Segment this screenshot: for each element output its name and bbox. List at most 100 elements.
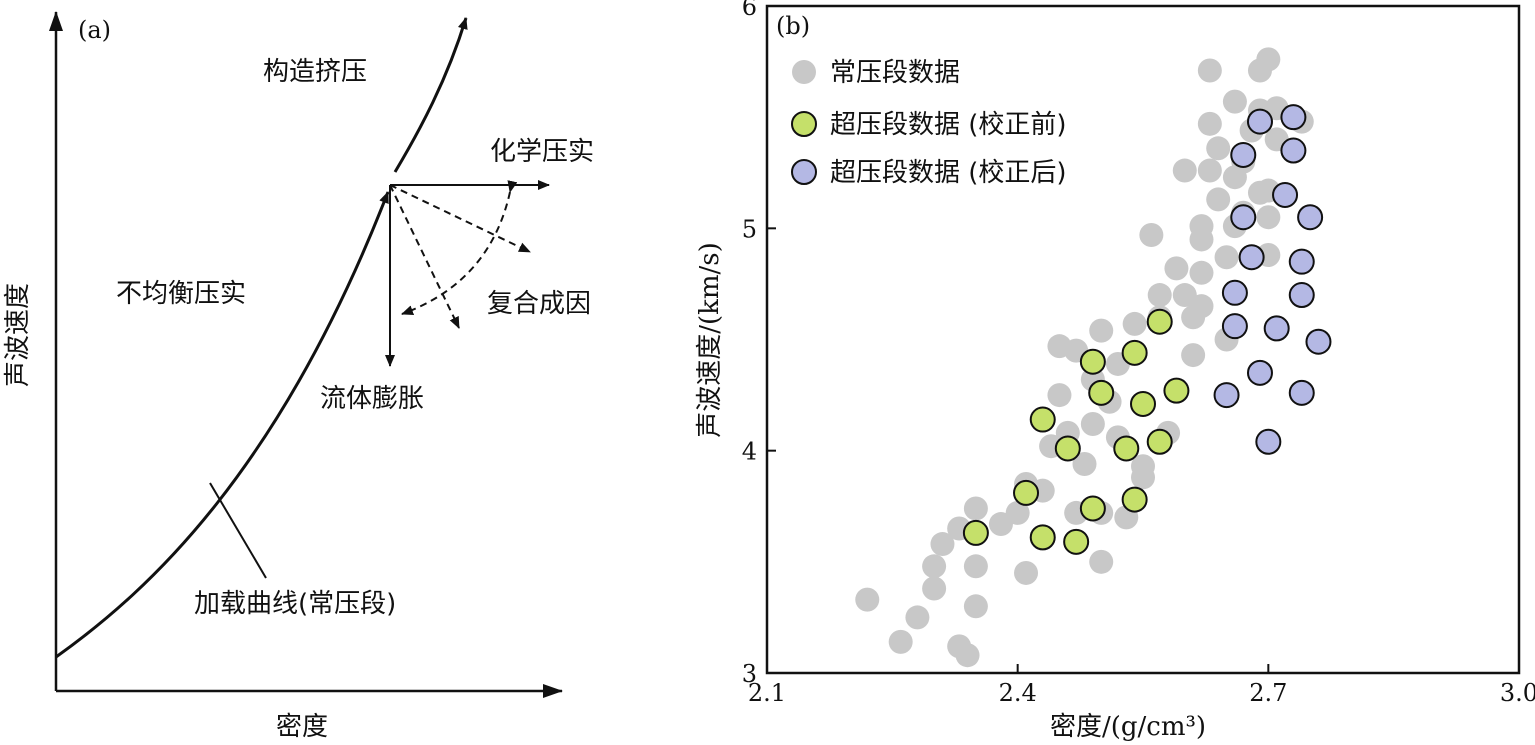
series-1 xyxy=(962,308,1190,555)
series-0-point-1 xyxy=(888,629,913,654)
series-0-point-55 xyxy=(1214,245,1239,270)
label-chemical-compaction: 化学压实 xyxy=(490,137,594,167)
label-fluid-expansion: 流体膨胀 xyxy=(320,384,424,414)
y-tick-label-2: 5 xyxy=(742,215,757,243)
series-0-point-43 xyxy=(1181,343,1206,368)
series-0-point-46 xyxy=(1189,260,1214,285)
series-0-point-52 xyxy=(1206,187,1231,212)
series-1-point-10 xyxy=(1121,339,1148,366)
label-composite-origin: 复合成因 xyxy=(487,289,591,319)
series-2-point-2 xyxy=(1221,279,1248,306)
panel-a-tag: (a) xyxy=(78,16,111,44)
legend-marker-0 xyxy=(792,60,816,84)
legend-item-2: 超压段数据 (校正后) xyxy=(791,158,1067,188)
series-0-point-14 xyxy=(1014,560,1039,585)
series-0-point-5 xyxy=(930,532,955,557)
panel-a-schematic: (a) 密度 声波速度 构造挤压 化学压实 不均衡压实 复合成因 流体膨胀 加载… xyxy=(3,11,594,742)
series-1-point-7 xyxy=(1079,495,1106,522)
legend-item-0: 常压段数据 xyxy=(792,58,960,88)
series-1-point-5 xyxy=(1063,528,1090,555)
series-0-point-50 xyxy=(1197,111,1222,136)
series-0-point-2 xyxy=(905,605,930,630)
label-loading-curve: 加载曲线(常压段) xyxy=(194,589,396,619)
series-2-point-12 xyxy=(1280,137,1307,164)
legend-label-1: 超压段数据 (校正前) xyxy=(830,110,1067,140)
series-0-point-13 xyxy=(1005,500,1030,525)
series-0-point-65 xyxy=(1256,205,1281,230)
panel-a-ylabel: 声波速度 xyxy=(3,283,33,387)
loading-curve-leader xyxy=(209,482,267,579)
x-tick-label-3: 3.0 xyxy=(1500,679,1535,707)
series-2-point-6 xyxy=(1246,108,1273,135)
series-0-point-51 xyxy=(1197,58,1222,83)
series-0-point-67 xyxy=(1256,47,1281,72)
series-2-point-7 xyxy=(1246,359,1273,386)
series-0-point-33 xyxy=(1122,311,1147,336)
series-2-point-9 xyxy=(1263,315,1290,342)
series-2-point-17 xyxy=(1305,328,1332,355)
series-1-point-4 xyxy=(1054,435,1081,462)
series-1-point-0 xyxy=(962,519,989,546)
series-0-point-45 xyxy=(1189,294,1214,319)
series-1-point-1 xyxy=(1013,479,1040,506)
series-0-point-28 xyxy=(1089,549,1114,574)
series-0-point-58 xyxy=(1222,89,1247,114)
series-0-point-3 xyxy=(922,576,947,601)
series-2-point-16 xyxy=(1297,204,1324,231)
series-1-point-13 xyxy=(1146,308,1173,335)
series-1-point-3 xyxy=(1029,524,1056,551)
y-axis-title: 声波速度/(km/s) xyxy=(695,242,725,438)
series-1-point-15 xyxy=(1163,377,1190,404)
series-0-point-9 xyxy=(963,594,988,619)
x-tick-label-0: 2.1 xyxy=(748,679,786,707)
label-tectonic-compression: 构造挤压 xyxy=(263,57,367,87)
composite-arc-arrow-3 xyxy=(401,180,518,315)
series-0-point-40 xyxy=(1164,256,1189,281)
series-2-point-11 xyxy=(1280,104,1307,131)
series-0-point-38 xyxy=(1147,283,1172,308)
series-0-point-23 xyxy=(1072,452,1097,477)
series-2-point-4 xyxy=(1230,141,1257,168)
series-0-point-10 xyxy=(963,554,988,579)
series-2-point-13 xyxy=(1288,248,1315,275)
series-2-point-3 xyxy=(1230,204,1257,231)
series-0-point-53 xyxy=(1206,136,1231,161)
x-tick-label-1: 2.4 xyxy=(999,679,1037,707)
series-2-point-14 xyxy=(1288,282,1315,309)
series-2-point-10 xyxy=(1272,181,1299,208)
series-0-point-42 xyxy=(1172,158,1197,183)
legend-label-2: 超压段数据 (校正后) xyxy=(830,158,1067,188)
ticks-layer: 2.1 2.4 2.7 3.0 3 4 5 6 xyxy=(742,0,1535,707)
tectonic-compression-curve xyxy=(393,17,468,173)
x-axis-title: 密度/(g/cm³) xyxy=(1050,712,1206,742)
series-0-point-11 xyxy=(963,496,988,521)
label-disequilibrium-compaction: 不均衡压实 xyxy=(116,279,246,309)
series-0-point-19 xyxy=(1047,383,1072,408)
series-1-point-14 xyxy=(1146,428,1173,455)
panel-a-xlabel: 密度 xyxy=(276,712,328,742)
series-0-point-4 xyxy=(922,554,947,579)
x-tick-label-2: 2.7 xyxy=(1249,679,1287,707)
y-tick-label-1: 4 xyxy=(742,438,757,466)
series-2-point-15 xyxy=(1288,379,1315,406)
plot-frame xyxy=(765,4,1521,675)
series-2-point-8 xyxy=(1255,428,1282,455)
y-tick-label-3: 6 xyxy=(742,0,757,21)
legend-marker-2 xyxy=(791,159,817,185)
series-0-point-8 xyxy=(955,643,980,668)
series-0-point-49 xyxy=(1197,158,1222,183)
series-0-point-36 xyxy=(1139,223,1164,248)
composite-arrow-2 xyxy=(389,184,460,329)
series-1-point-8 xyxy=(1088,379,1115,406)
points-layer xyxy=(855,47,1332,668)
series-0-point-0 xyxy=(855,587,880,612)
y-tick-label-0: 3 xyxy=(742,660,757,688)
series-1-point-9 xyxy=(1113,435,1140,462)
series-1-point-2 xyxy=(1029,406,1056,433)
loading-curve xyxy=(55,191,390,659)
legend-item-1: 超压段数据 (校正前) xyxy=(791,110,1067,140)
series-1-point-12 xyxy=(1121,486,1148,513)
